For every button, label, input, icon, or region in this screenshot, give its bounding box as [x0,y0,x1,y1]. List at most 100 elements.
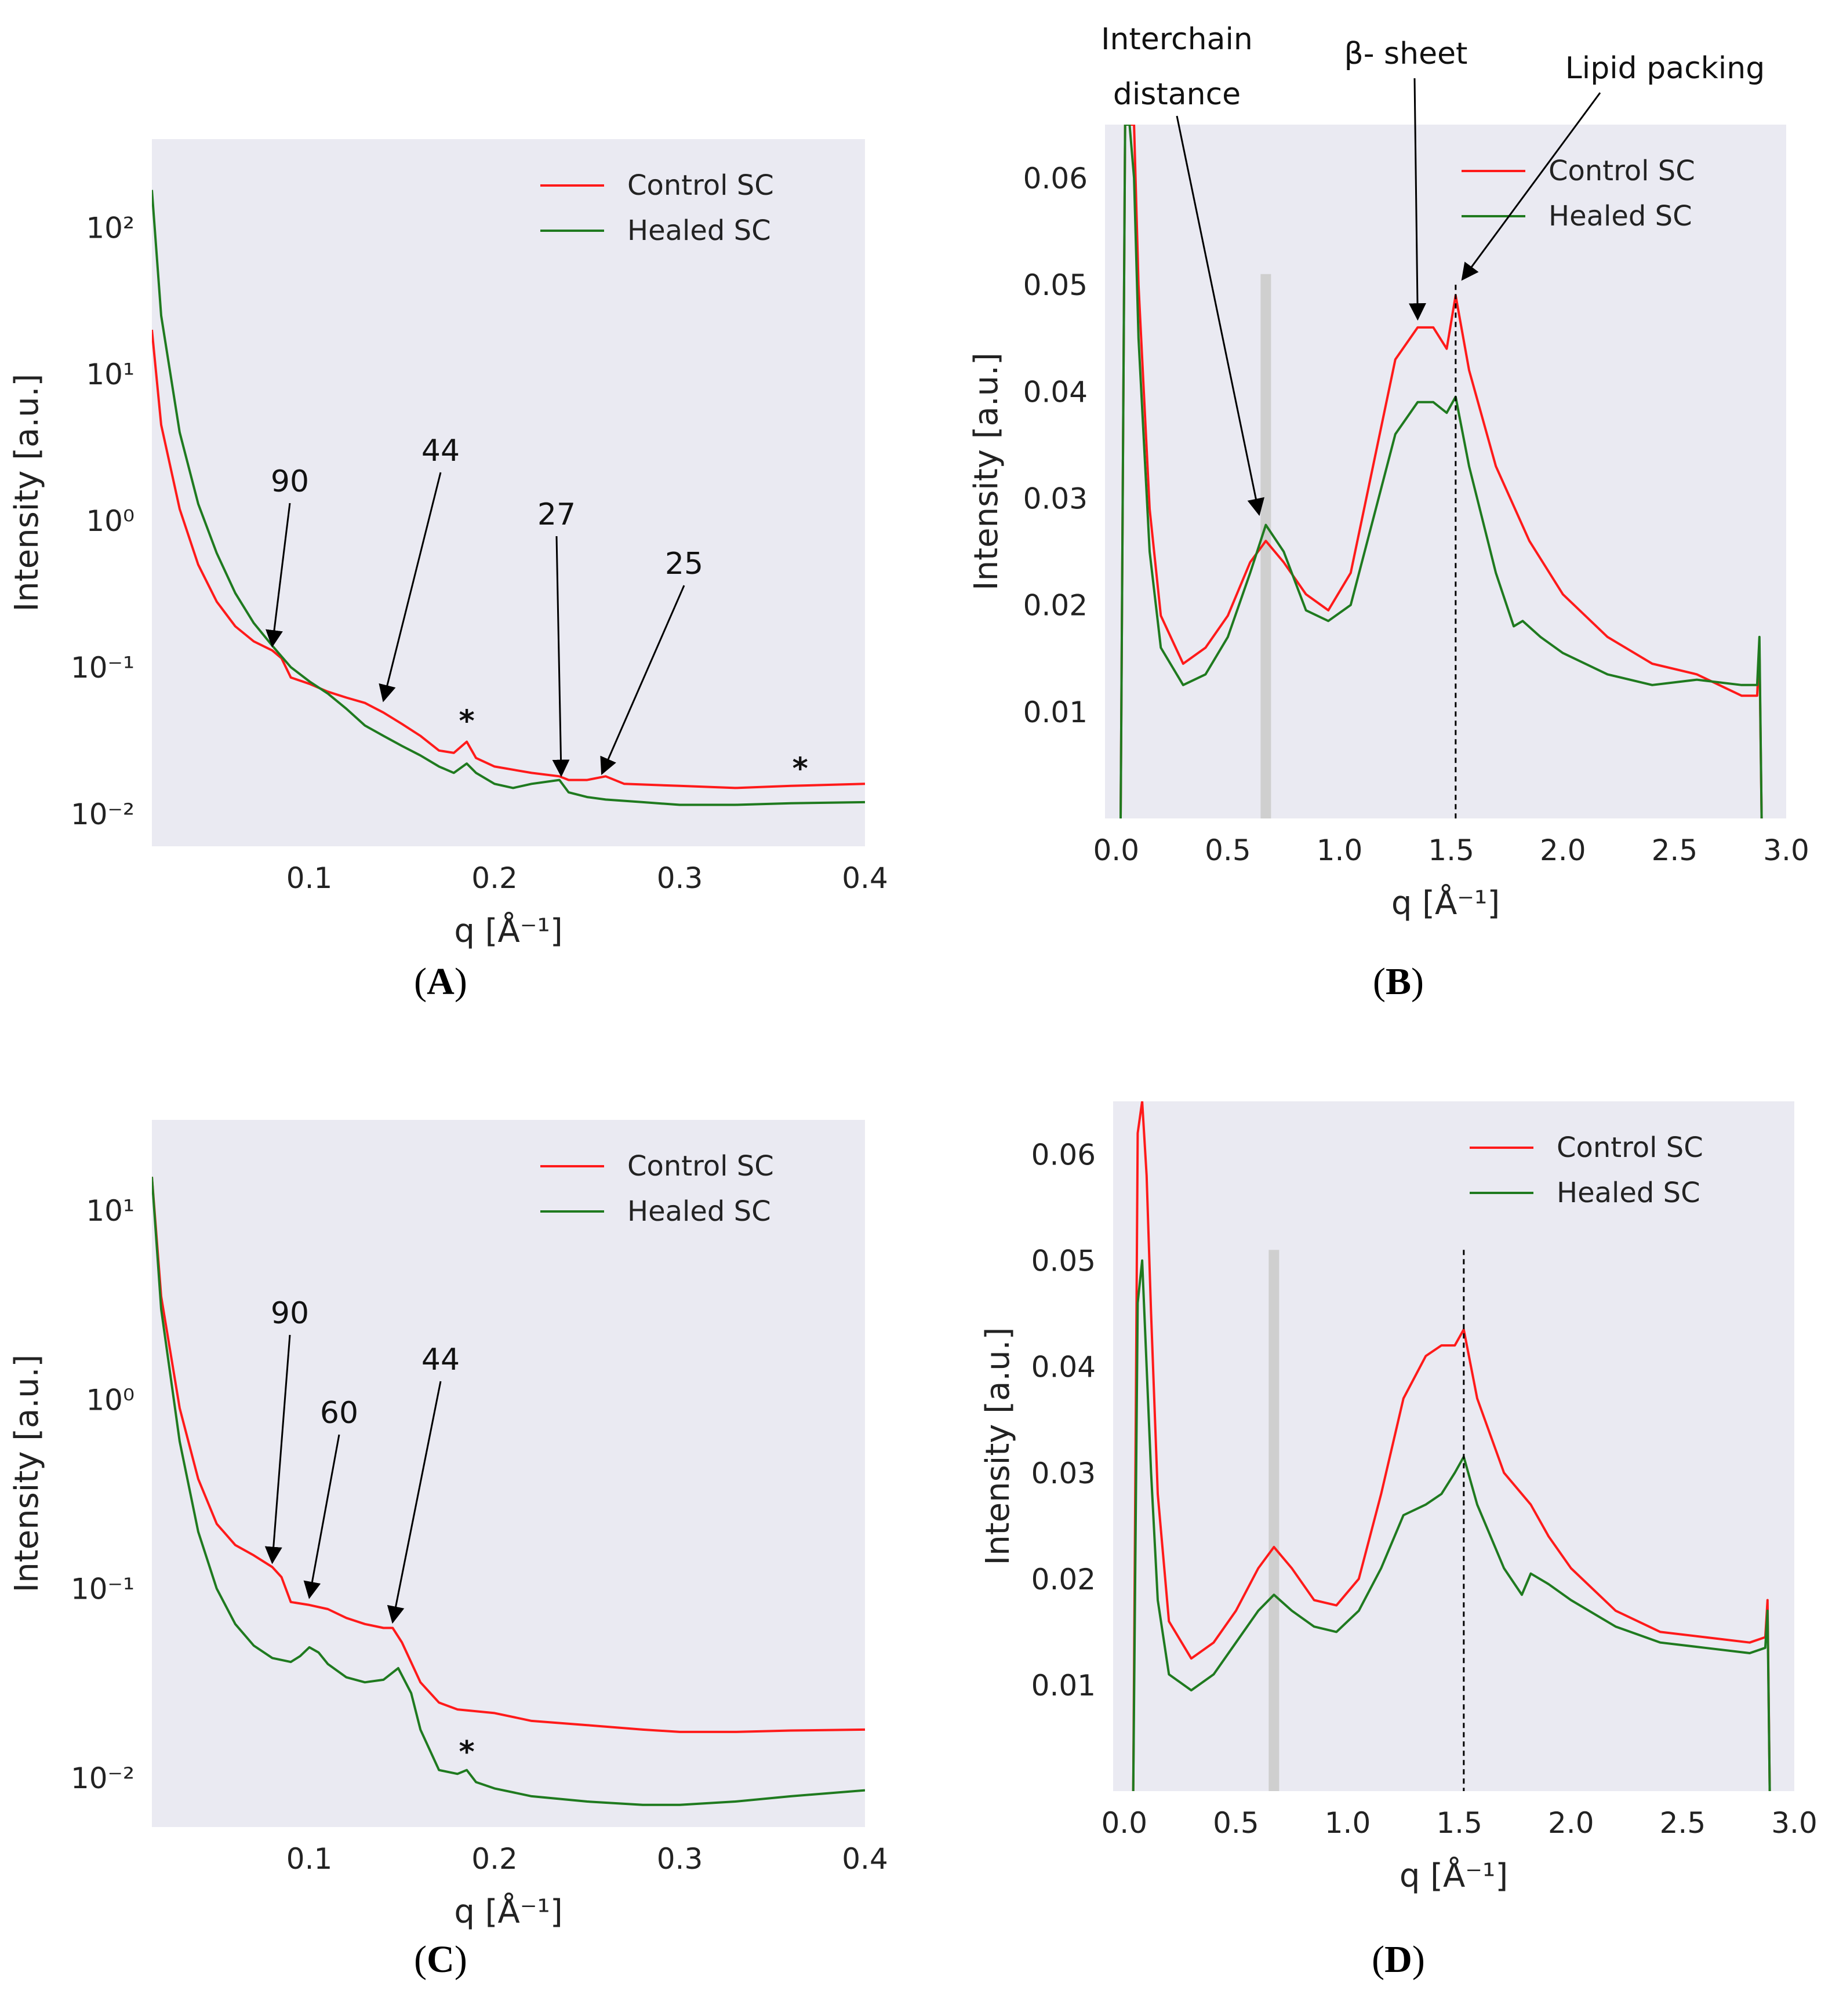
x-tick-label: 3.0 [1763,834,1809,867]
y-tick-label: 0.06 [1031,1138,1096,1172]
panel-a: 0.1 0.2 0.3 0.4 10⁻² 10⁻¹ 10⁰ 10¹ 10² q [Å⁻¹] Inte… [8,139,888,1003]
x-tick-label: 0.1 [286,1842,333,1876]
x-tick-label: 0.4 [842,1842,888,1876]
annotation-label: Interchain [1101,22,1253,57]
y-tick-label: 10⁻¹ [71,1573,135,1606]
annotation-arrow [266,503,291,648]
series-line-healed [1132,1259,1771,1791]
x-tick-label: 1.0 [1325,1806,1371,1840]
annotation-label: 44 [421,434,460,468]
annotation-label: β- sheet [1344,37,1468,71]
x-axis-label: q [Å⁻¹] [454,912,562,950]
annotation-arrow [1461,92,1601,281]
x-axis-label: q [Å⁻¹] [1400,1857,1508,1895]
plot-area-c [152,1120,865,1827]
x-tick-label: 2.0 [1548,1806,1594,1840]
annotation-arrow [552,536,570,777]
x-tick-label: 0.5 [1213,1806,1259,1840]
x-tick-label: 0.3 [657,1842,703,1876]
series-line-control [1119,125,1763,818]
legend-label-control: Control SC [627,169,774,202]
annotation-arrow [600,585,685,776]
x-tick-label: 2.0 [1540,834,1586,867]
peak-marker-star: * [459,1735,475,1770]
peak-marker-star: * [793,751,808,786]
panel-title: (B) [1373,960,1424,1003]
plot-area-d [1113,1101,1794,1791]
series-line-healed [1119,125,1763,818]
x-tick-label: 1.5 [1428,834,1474,867]
plot-area-a [152,139,865,846]
annotation-arrow [303,1434,340,1599]
y-tick-label: 0.02 [1031,1563,1096,1596]
annotation-arrow [1408,78,1426,321]
y-axis-label: Intensity [a.u.] [968,352,1005,591]
x-tick-label: 0.0 [1101,1806,1147,1840]
x-axis-label: q [Å⁻¹] [454,1893,562,1931]
y-tick-label: 0.01 [1031,1669,1096,1702]
y-tick-label: 10¹ [86,358,135,391]
y-axis-label: Intensity [a.u.] [8,374,46,612]
y-tick-label: 0.05 [1031,1244,1096,1278]
y-tick-label: 0.05 [1023,268,1088,302]
annotation-label: 90 [271,1296,309,1331]
y-tick-label: 0.03 [1031,1457,1096,1490]
x-tick-label: 1.0 [1317,834,1363,867]
annotation-arrow [379,472,442,703]
x-tick-label: 0.1 [286,861,333,895]
annotation-arrow [387,1381,442,1624]
panel-b: 0.0 0.5 1.0 1.5 2.0 2.5 3.0 0.01 0.02 0.03 0.04 0.0… [968,22,1809,1003]
annotation-label: 27 [537,497,576,532]
legend-label-control: Control SC [627,1150,774,1182]
legend-label-healed: Healed SC [1557,1177,1700,1209]
x-axis-label: q [Å⁻¹] [1391,884,1500,922]
x-tick-label: 1.5 [1436,1806,1482,1840]
y-tick-label: 0.02 [1023,589,1088,623]
y-tick-label: 10² [86,211,135,245]
y-tick-label: 10⁻² [71,1762,135,1795]
y-tick-label: 10¹ [86,1194,135,1228]
x-tick-label: 0.5 [1205,834,1251,867]
legend-label-healed: Healed SC [627,1195,771,1228]
annotation-label: Lipid packing [1565,51,1765,86]
y-tick-label: 10⁰ [86,1383,135,1417]
legend-label-control: Control SC [1549,155,1695,187]
plot-area-b [1105,125,1786,818]
legend-label-healed: Healed SC [1549,200,1692,232]
y-tick-label: 0.04 [1023,375,1088,409]
x-tick-label: 3.0 [1771,1806,1818,1840]
series-line-control [1132,1101,1771,1791]
series-line-healed [152,1177,865,1806]
y-axis-label: Intensity [a.u.] [979,1327,1017,1566]
y-tick-label: 0.04 [1031,1351,1096,1384]
interchain-band [1260,274,1271,818]
series-line-control [152,1177,865,1733]
y-tick-label: 10⁰ [86,504,135,538]
panel-title: (A) [414,960,467,1003]
x-tick-label: 0.3 [657,861,703,895]
x-tick-label: 0.2 [471,861,518,895]
y-tick-label: 0.01 [1023,696,1088,729]
panel-title: (D) [1372,1938,1425,1981]
x-tick-label: 2.5 [1652,834,1698,867]
y-axis-label: Intensity [a.u.] [8,1355,46,1593]
interchain-band [1268,1250,1280,1791]
y-tick-label: 10⁻² [71,798,135,831]
y-tick-label: 0.03 [1023,482,1088,516]
annotation-label: 25 [665,547,703,581]
y-tick-label: 10⁻¹ [71,651,135,685]
x-tick-label: 2.5 [1660,1806,1706,1840]
panel-c: 0.1 0.2 0.3 0.4 10⁻² 10⁻¹ 10⁰ 10¹ q [Å⁻¹] Intensi… [8,1120,888,1981]
annotation-label: 90 [271,464,309,499]
x-tick-label: 0.0 [1093,834,1139,867]
panel-d: 0.0 0.5 1.0 1.5 2.0 2.5 3.0 0.01 0.02 0.03 0.04 0.0… [979,1101,1818,1981]
annotation-arrow [264,1334,291,1564]
panel-title: (C) [414,1938,467,1981]
series-line-control [152,329,865,789]
annotation-label: 44 [421,1342,460,1377]
annotation-label: 60 [320,1396,358,1431]
legend-label-healed: Healed SC [627,214,771,247]
x-tick-label: 0.2 [471,1842,518,1876]
legend-label-control: Control SC [1557,1131,1703,1164]
